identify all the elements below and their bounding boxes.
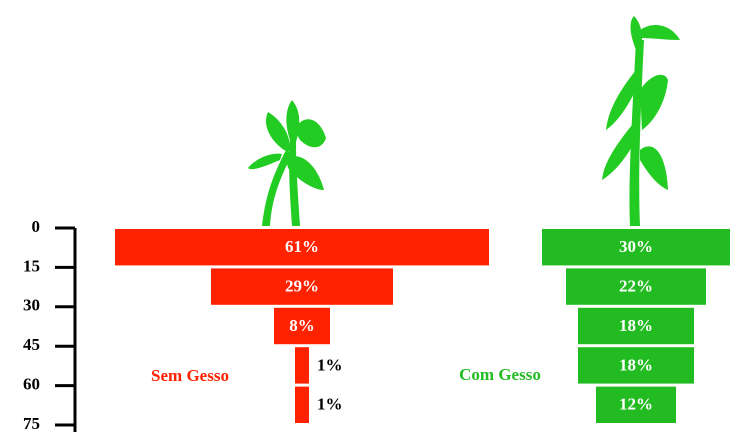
bar: [578, 307, 694, 345]
bar: [596, 386, 676, 423]
bar: [115, 229, 489, 266]
y-tick-label: 45: [23, 335, 40, 354]
value-label: 29%: [285, 277, 319, 296]
legend-label: Com Gesso: [459, 365, 541, 384]
plant-com-gesso: [602, 16, 680, 226]
value-label: 30%: [619, 237, 653, 256]
bar: [295, 347, 309, 384]
value-label: 1%: [317, 395, 343, 414]
value-label: 22%: [619, 277, 653, 296]
bar: [211, 268, 393, 305]
value-label: 12%: [619, 395, 653, 414]
value-label: 18%: [619, 316, 653, 335]
y-tick-label: 75: [23, 414, 40, 432]
bar: [274, 307, 330, 345]
bar: [542, 229, 730, 266]
y-tick-label: 0: [32, 217, 41, 236]
y-tick-label: 15: [23, 256, 40, 275]
value-label: 18%: [619, 355, 653, 374]
bar: [295, 386, 309, 423]
legend-label: Sem Gesso: [151, 366, 229, 385]
value-label: 1%: [317, 355, 343, 374]
y-tick-label: 60: [23, 375, 40, 394]
value-label: 61%: [285, 237, 319, 256]
bar: [578, 347, 694, 384]
y-tick-label: 30: [23, 296, 40, 315]
plant-sem-gesso: [248, 100, 326, 226]
bar: [566, 268, 706, 305]
value-label: 8%: [289, 316, 315, 335]
